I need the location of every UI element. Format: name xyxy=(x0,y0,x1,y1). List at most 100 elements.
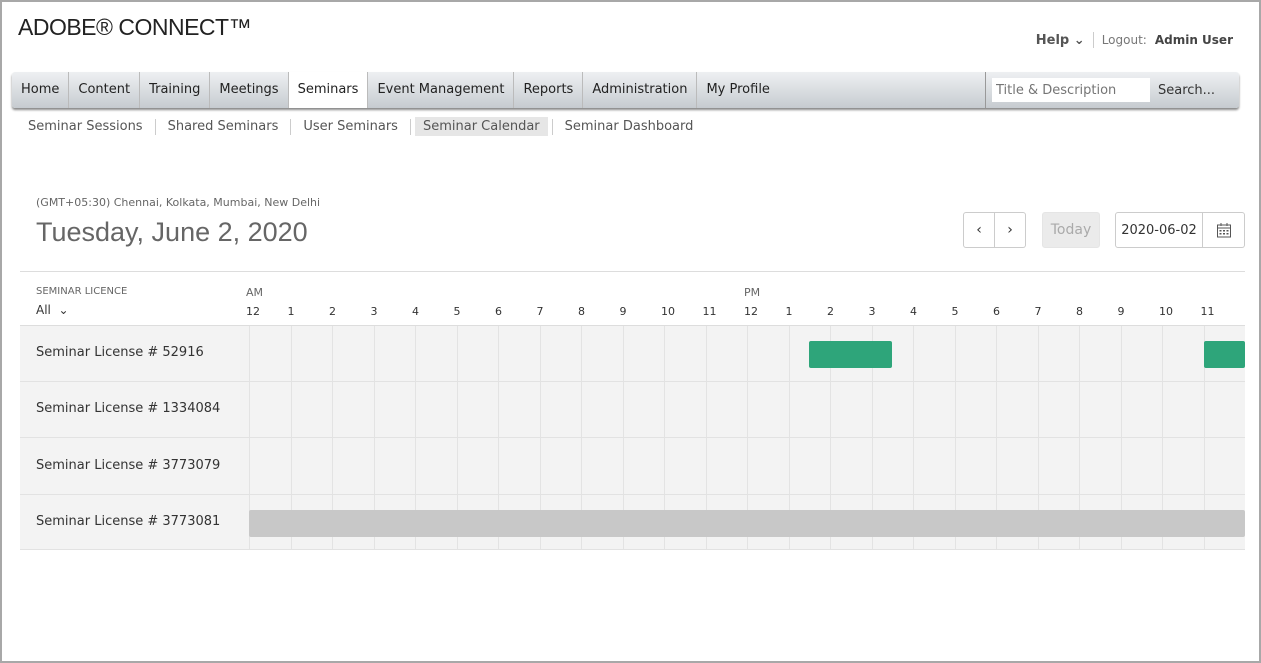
pm-label: PM xyxy=(744,286,761,299)
hour-label: 6 xyxy=(495,305,502,318)
nav-meetings[interactable]: Meetings xyxy=(210,72,289,108)
user-menu: Help ⌄ Logout: Admin User xyxy=(1036,32,1233,48)
help-menu[interactable]: Help ⌄ xyxy=(1036,33,1085,48)
hour-gridline xyxy=(456,438,458,494)
hour-label: 2 xyxy=(827,305,834,318)
hour-label: 1 xyxy=(287,305,295,318)
hour-gridline xyxy=(913,438,914,494)
nav-my-profile[interactable]: My Profile xyxy=(706,82,770,97)
hour-gridline xyxy=(373,382,375,437)
hour-gridline xyxy=(332,326,333,381)
nav-training[interactable]: Training xyxy=(140,72,211,108)
next-day-button[interactable]: › xyxy=(995,212,1026,248)
hour-gridline xyxy=(1120,438,1122,494)
hour-gridline xyxy=(539,382,541,437)
filter-value: All xyxy=(36,303,51,317)
hour-gridline xyxy=(498,438,499,494)
hour-gridline xyxy=(332,438,333,494)
subnav-seminar-calendar[interactable]: Seminar Calendar xyxy=(414,117,548,136)
chevron-down-icon: ⌄ xyxy=(58,303,69,317)
unavailable-block xyxy=(249,509,1245,537)
hour-gridline xyxy=(1120,326,1122,381)
hour-gridline xyxy=(664,438,665,494)
license-label: Seminar License # 3773081 xyxy=(36,513,221,529)
hour-gridline xyxy=(498,382,499,437)
hour-gridline xyxy=(1037,326,1039,381)
license-filter[interactable]: All ⌄ xyxy=(36,303,69,317)
hour-gridline xyxy=(747,382,748,437)
subnav-user-seminars[interactable]: User Seminars xyxy=(303,119,398,134)
hour-gridline xyxy=(373,438,375,494)
hour-gridline xyxy=(249,438,250,494)
hour-label: 11 xyxy=(1200,305,1215,318)
am-label: AM xyxy=(246,286,264,299)
previous-day-button[interactable]: ‹ xyxy=(963,212,995,248)
logout-link[interactable]: Logout: xyxy=(1101,33,1147,47)
hour-gridline xyxy=(1162,382,1163,437)
today-button[interactable]: Today xyxy=(1042,212,1100,248)
hour-label: 4 xyxy=(910,305,917,318)
hour-gridline xyxy=(788,382,790,437)
hour-gridline xyxy=(996,382,997,437)
hour-gridline xyxy=(539,438,541,494)
help-label: Help xyxy=(1035,32,1070,48)
chevron-left-icon: ‹ xyxy=(976,222,982,238)
hour-gridline xyxy=(830,438,831,494)
divider xyxy=(154,118,156,135)
timezone-label: (GMT+05:30) Chennai, Kolkata, Mumbai, Ne… xyxy=(36,196,321,209)
nav-home[interactable]: Home xyxy=(12,72,70,108)
hour-gridline xyxy=(954,382,956,437)
hour-gridline xyxy=(415,326,416,381)
hour-gridline xyxy=(830,382,831,437)
nav-administration[interactable]: Administration xyxy=(583,72,698,108)
subnav-seminar-sessions[interactable]: Seminar Sessions xyxy=(28,119,143,134)
hour-gridline xyxy=(373,326,375,381)
hour-gridline xyxy=(996,438,997,494)
seminar-event-block[interactable] xyxy=(1203,341,1245,368)
search-button[interactable]: Search... xyxy=(1158,82,1216,98)
sub-nav: Seminar Sessions Shared Seminars User Se… xyxy=(20,117,701,136)
hour-gridline xyxy=(415,438,416,494)
nav-seminars[interactable]: Seminars xyxy=(288,72,369,108)
hour-gridline xyxy=(249,382,250,437)
hour-label: 3 xyxy=(868,305,876,318)
hour-gridline xyxy=(747,438,748,494)
hour-label: 10 xyxy=(1159,305,1173,318)
hour-label: 11 xyxy=(702,305,717,318)
hour-gridline xyxy=(1120,382,1122,437)
license-label: Seminar License # 52916 xyxy=(36,345,204,360)
hour-gridline xyxy=(332,382,333,437)
divider xyxy=(409,118,411,135)
grid-header: SEMINAR LICENCE All ⌄ AM PM 12 1 2 3 4 5 6 7 8 9 1… xyxy=(20,272,1245,326)
date-input[interactable]: 2020-06-02 xyxy=(1115,212,1203,248)
hour-gridline xyxy=(1162,438,1163,494)
hour-gridline xyxy=(1079,438,1080,494)
seminar-event-block[interactable] xyxy=(809,341,893,368)
hour-gridline xyxy=(954,438,956,494)
nav-content[interactable]: Content xyxy=(69,72,141,108)
hour-gridline xyxy=(1037,438,1039,494)
hour-gridline xyxy=(415,382,416,437)
hour-gridline xyxy=(581,438,582,494)
hour-gridline xyxy=(1162,326,1163,381)
hour-gridline xyxy=(996,326,997,381)
main-nav: Home Content Training Meetings Seminars … xyxy=(12,72,1239,108)
search-input[interactable] xyxy=(992,78,1150,102)
calendar-picker-button[interactable] xyxy=(1203,212,1245,248)
hour-gridline xyxy=(290,326,292,381)
hour-gridline xyxy=(954,326,956,381)
hour-gridline xyxy=(705,382,707,437)
hour-label: 12 xyxy=(744,305,758,318)
nav-event-management[interactable]: Event Management xyxy=(368,72,515,108)
nav-reports[interactable]: Reports xyxy=(514,72,584,108)
hour-label: 7 xyxy=(1034,305,1042,318)
hour-gridline xyxy=(249,326,250,381)
subnav-shared-seminars[interactable]: Shared Seminars xyxy=(167,119,279,134)
hour-label: 3 xyxy=(370,305,378,318)
hour-label: 5 xyxy=(453,305,461,318)
hour-label: 10 xyxy=(661,305,675,318)
subnav-seminar-dashboard[interactable]: Seminar Dashboard xyxy=(564,119,694,134)
hour-gridline xyxy=(788,438,790,494)
license-row: Seminar License # 3773081 xyxy=(20,495,1245,550)
hour-gridline xyxy=(581,382,582,437)
